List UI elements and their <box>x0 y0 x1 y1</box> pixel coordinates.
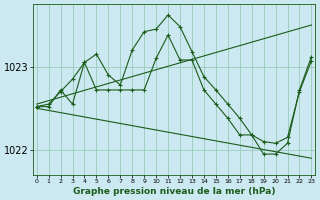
X-axis label: Graphe pression niveau de la mer (hPa): Graphe pression niveau de la mer (hPa) <box>73 187 275 196</box>
